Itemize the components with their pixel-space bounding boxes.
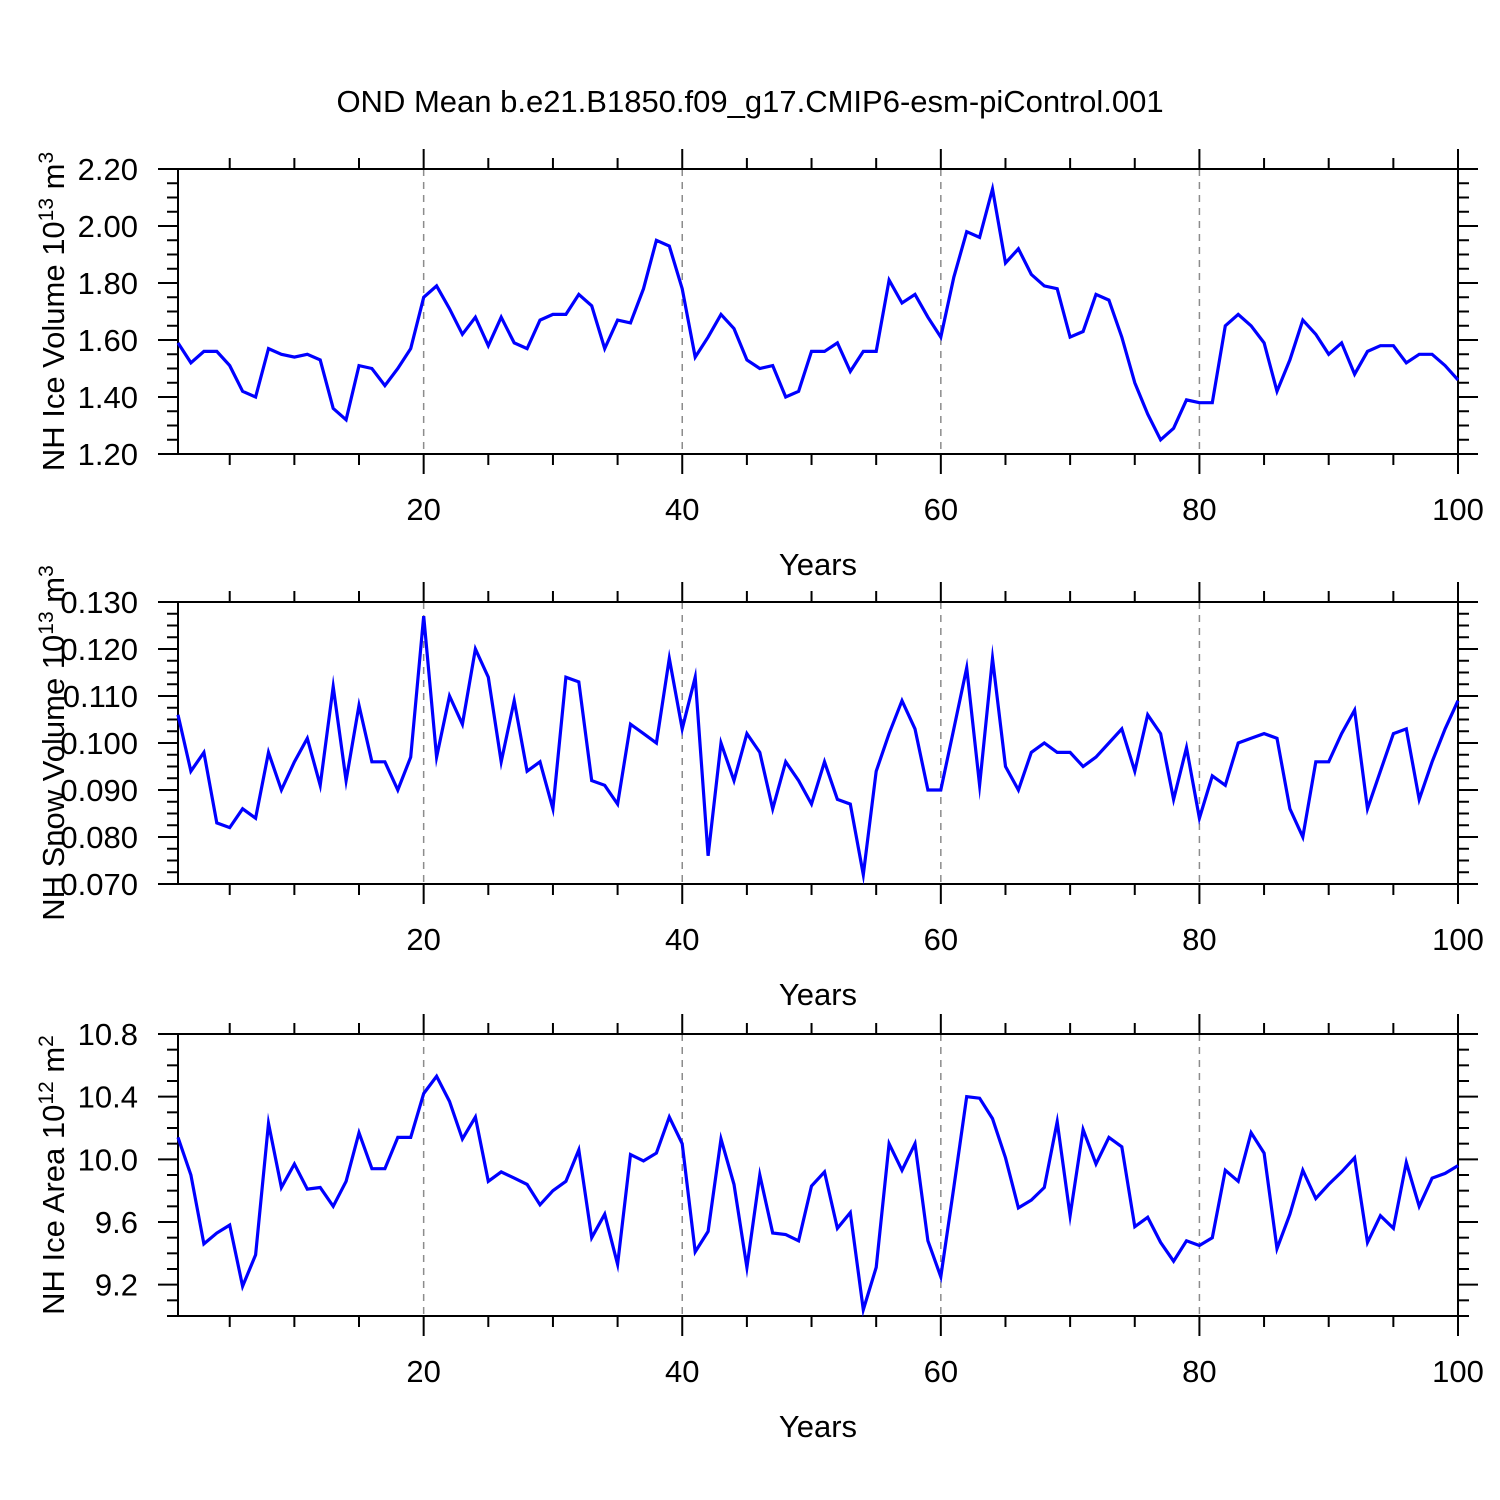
x-tick-label: 80: [1182, 922, 1216, 957]
x-tick-label: 80: [1182, 492, 1216, 527]
panel-nh-ice-volume: 20 40 60 80 100 1.20 1.40 1.60 1.80 2.00 2.20 Years…: [35, 149, 1484, 582]
y-axis-label: NH Snow Volume 1013 m3: [35, 565, 71, 921]
x-tick-label: 100: [1432, 922, 1484, 957]
y-tick-label: 2.20: [78, 152, 138, 187]
y-tick-label: 10.0: [78, 1142, 138, 1177]
x-tick-label: 40: [665, 1354, 699, 1389]
x-tick-label: 100: [1432, 492, 1484, 527]
x-tick-label: 40: [665, 922, 699, 957]
y-tick-label: 9.6: [95, 1205, 138, 1240]
x-axis-label: Years: [779, 977, 857, 1012]
x-tick-label: 20: [406, 492, 440, 527]
data-line-nh-ice-volume: [176, 181, 1460, 443]
panel-nh-ice-area: 20 40 60 80 100 9.2 9.6 10.0 10.4 10.8 Years NH Ice…: [35, 1014, 1484, 1444]
y-axis-label: NH Ice Volume 1013 m3: [35, 152, 71, 471]
chart-title: OND Mean b.e21.B1850.f09_g17.CMIP6-esm-p…: [336, 84, 1164, 119]
x-axis-label: Years: [779, 1409, 857, 1444]
y-tick-label: 10.8: [78, 1017, 138, 1052]
y-tick-label: 1.80: [78, 266, 138, 301]
y-tick-label: 1.40: [78, 380, 138, 415]
y-tick-label: 0.070: [60, 867, 138, 902]
y-tick-label: 0.110: [63, 679, 138, 714]
y-tick-label: 10.4: [78, 1080, 138, 1115]
x-tick-label: 80: [1182, 1354, 1216, 1389]
x-axis-label: Years: [779, 547, 857, 582]
plot-border: [177, 601, 1459, 885]
y-tick-label: 2.00: [78, 209, 138, 244]
x-tick-label: 20: [406, 1354, 440, 1389]
data-line-nh-ice-area: [176, 1073, 1459, 1318]
data-line-nh-snow-volume: [176, 615, 1460, 886]
x-tick-label: 60: [924, 492, 958, 527]
x-tick-label: 60: [924, 922, 958, 957]
plot-border: [177, 168, 1459, 455]
y-tick-label: 0.080: [60, 820, 138, 855]
x-tick-label: 40: [665, 492, 699, 527]
x-tick-label: 60: [924, 1354, 958, 1389]
y-tick-label: 1.20: [78, 437, 138, 472]
y-tick-label: 0.090: [60, 773, 138, 808]
y-tick-label: 0.120: [60, 632, 138, 667]
y-axis-label: NH Ice Area 1012 m2: [35, 1035, 71, 1315]
x-tick-label: 20: [406, 922, 440, 957]
y-tick-label: 1.60: [78, 323, 138, 358]
plot-border: [177, 1033, 1459, 1317]
x-tick-label: 100: [1432, 1354, 1484, 1389]
panel-nh-snow-volume: 20 40 60 80 100 0.070 0.080 0.090 0.100 0.110 0.12…: [35, 565, 1484, 1012]
y-tick-label: 9.2: [95, 1268, 138, 1303]
y-tick-label: 0.130: [60, 585, 138, 620]
y-tick-label: 0.100: [60, 726, 138, 761]
